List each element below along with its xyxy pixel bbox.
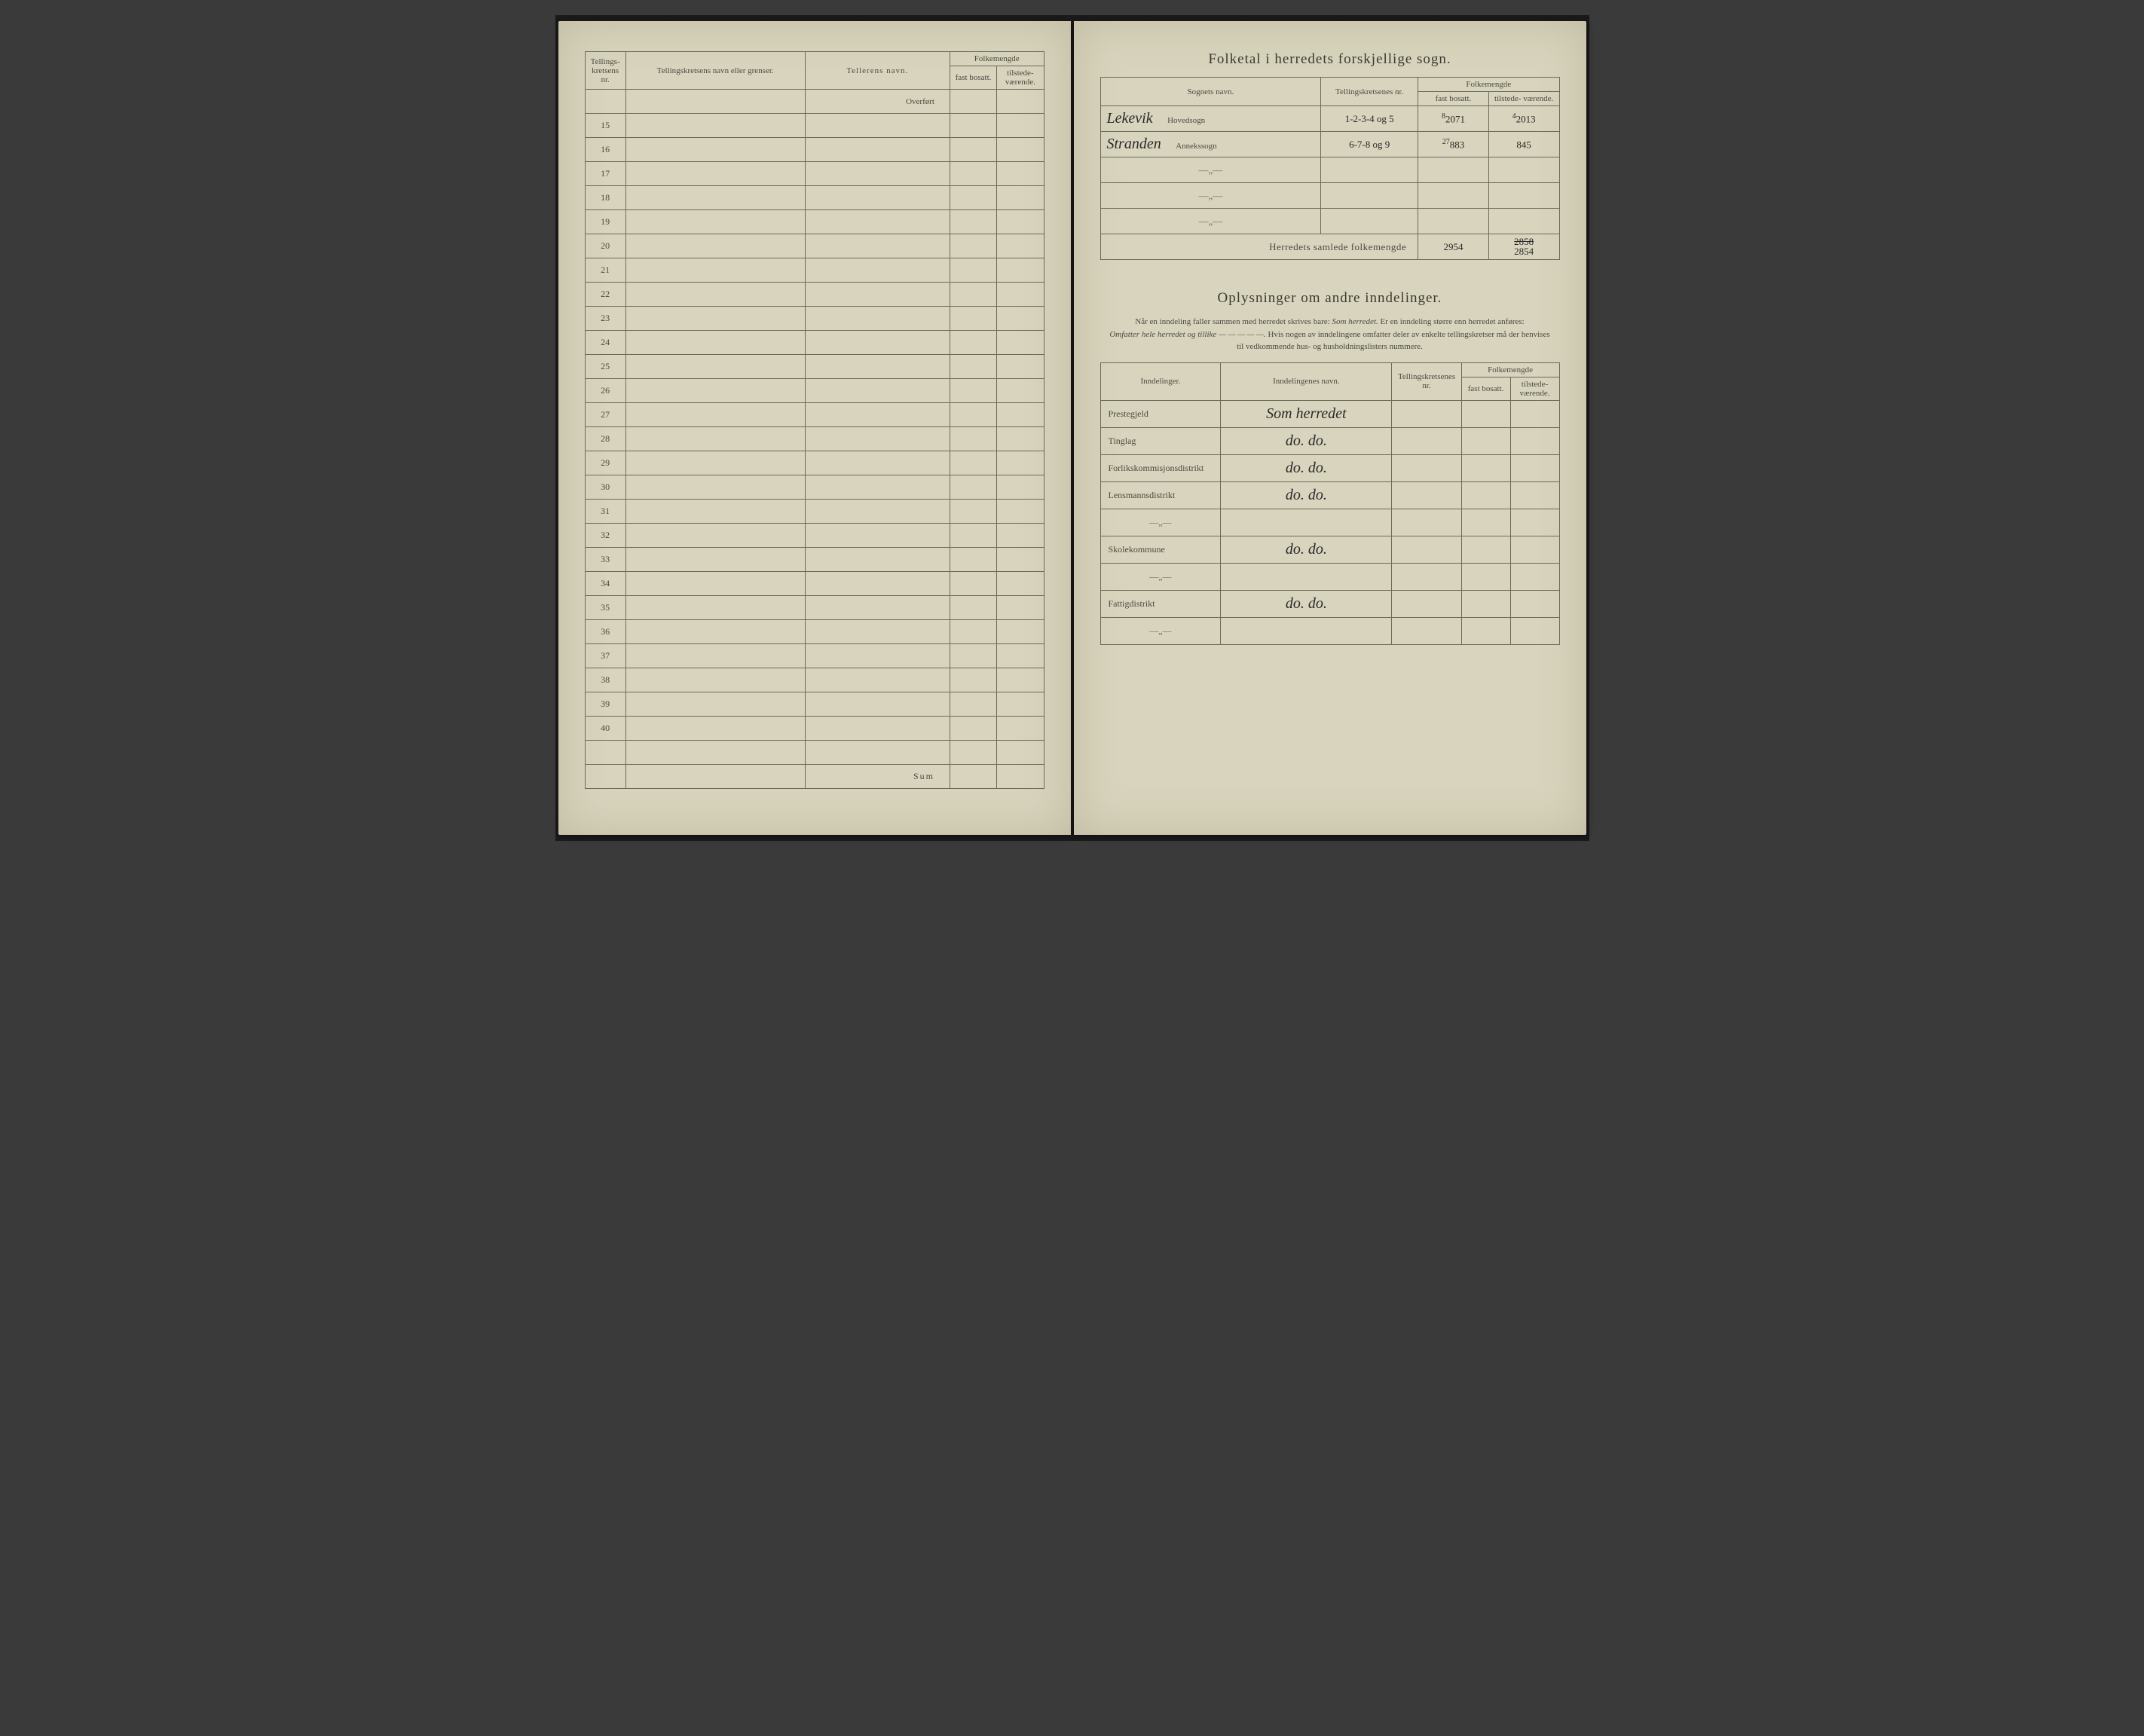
inndeling-row: Forlikskommisjonsdistrikt do. do.: [1100, 454, 1559, 481]
table-row: 25: [585, 355, 1044, 379]
header-tilstede2: tilstede- værende.: [1488, 92, 1559, 106]
table-row: 26: [585, 379, 1044, 403]
table-row: 18: [585, 186, 1044, 210]
section1-title: Folketal i herredets forskjellige sogn.: [1100, 51, 1560, 68]
left-page: Tellings- kretsens nr. Tellingskretsens …: [558, 21, 1071, 835]
table-row: 22: [585, 283, 1044, 307]
header-sognnavn: Sognets navn.: [1100, 78, 1321, 106]
sogn-table: Sognets navn. Tellingskretsenes nr. Folk…: [1100, 77, 1560, 260]
table-row: 28: [585, 427, 1044, 451]
header-innd-til: tilstede- værende.: [1510, 377, 1559, 400]
table-row: 37: [585, 644, 1044, 668]
total-row: Herredets samlede folkemengde 2954 28582…: [1100, 234, 1559, 260]
inndeling-row: —„—: [1100, 617, 1559, 644]
header-innd-navn: Inndelingenes navn.: [1221, 362, 1392, 400]
header-navn: Tellingskretsens navn eller grenser.: [625, 52, 805, 90]
header-teller: Tellerens navn.: [805, 52, 950, 90]
inndeling-row: Tinglag do. do.: [1100, 427, 1559, 454]
sogn-empty-row: —„—: [1100, 157, 1559, 183]
table-row: 20: [585, 234, 1044, 258]
table-row: [585, 741, 1044, 765]
sogn-empty-row: —„—: [1100, 183, 1559, 209]
table-row: 38: [585, 668, 1044, 692]
section2-title: Oplysninger om andre inndelinger.: [1100, 290, 1560, 307]
book-spread: Tellings- kretsens nr. Tellingskretsens …: [555, 15, 1589, 841]
table-row: 17: [585, 162, 1044, 186]
table-row: 30: [585, 475, 1044, 500]
table-row: 39: [585, 692, 1044, 717]
right-page: Folketal i herredets forskjellige sogn. …: [1074, 21, 1586, 835]
header-fast2: fast bosatt.: [1418, 92, 1489, 106]
header-kretser: Tellingskretsenes nr.: [1321, 78, 1418, 106]
inndeling-row: Lensmannsdistrikt do. do.: [1100, 481, 1559, 509]
inndeling-row: Prestegjeld Som herredet: [1100, 400, 1559, 427]
sogn-row: Stranden Annekssogn 6-7-8 og 9 27883 845: [1100, 132, 1559, 157]
table-row: 27: [585, 403, 1044, 427]
inndeling-row: Skolekommune do. do.: [1100, 536, 1559, 563]
table-row: 16: [585, 138, 1044, 162]
header-folkemengde: Folkemengde: [950, 52, 1044, 66]
overfort-label: Overført: [805, 90, 950, 114]
header-inndelinger: Inndelinger.: [1100, 362, 1221, 400]
header-innd-folkem: Folkemengde: [1461, 362, 1559, 377]
table-row: 23: [585, 307, 1044, 331]
table-row: 31: [585, 500, 1044, 524]
overfort-row: Overført: [585, 90, 1044, 114]
header-fast: fast bosatt.: [950, 66, 996, 90]
inndelinger-table: Inndelinger. Inndelingenes navn. Telling…: [1100, 362, 1560, 645]
table-row: 24: [585, 331, 1044, 355]
header-nr: Tellings- kretsens nr.: [585, 52, 625, 90]
instruction-text: Når en inndeling faller sammen med herre…: [1100, 316, 1560, 353]
table-row: 33: [585, 548, 1044, 572]
header-innd-kretser: Tellingskretsenes nr.: [1392, 362, 1461, 400]
inndeling-row: Fattigdistrikt do. do.: [1100, 590, 1559, 617]
table-row: 15: [585, 114, 1044, 138]
table-row: 19: [585, 210, 1044, 234]
table-row: 32: [585, 524, 1044, 548]
sum-row: Sum: [585, 765, 1044, 789]
table-row: 34: [585, 572, 1044, 596]
left-census-table: Tellings- kretsens nr. Tellingskretsens …: [585, 51, 1044, 789]
table-row: 40: [585, 717, 1044, 741]
table-row: 29: [585, 451, 1044, 475]
header-folkemengde2: Folkemengde: [1418, 78, 1559, 92]
table-row: 35: [585, 596, 1044, 620]
inndeling-row: —„—: [1100, 509, 1559, 536]
inndeling-row: —„—: [1100, 563, 1559, 590]
header-innd-fast: fast bosatt.: [1461, 377, 1510, 400]
table-row: 21: [585, 258, 1044, 283]
sogn-empty-row: —„—: [1100, 209, 1559, 234]
header-tilstede: tilstede- værende.: [997, 66, 1044, 90]
sogn-row: Lekevik Hovedsogn 1-2-3-4 og 5 82071 420…: [1100, 106, 1559, 132]
table-row: 36: [585, 620, 1044, 644]
